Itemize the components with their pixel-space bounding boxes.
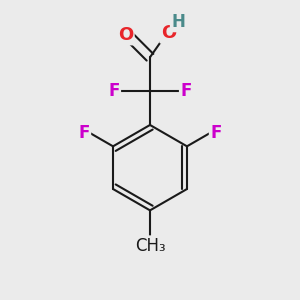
Text: CH₃: CH₃ [135, 237, 165, 255]
Text: O: O [118, 26, 133, 44]
Text: F: F [108, 82, 120, 100]
Text: H: H [171, 13, 185, 31]
Text: F: F [210, 124, 221, 142]
Text: F: F [180, 82, 192, 100]
Text: O: O [161, 24, 176, 42]
Text: F: F [79, 124, 90, 142]
